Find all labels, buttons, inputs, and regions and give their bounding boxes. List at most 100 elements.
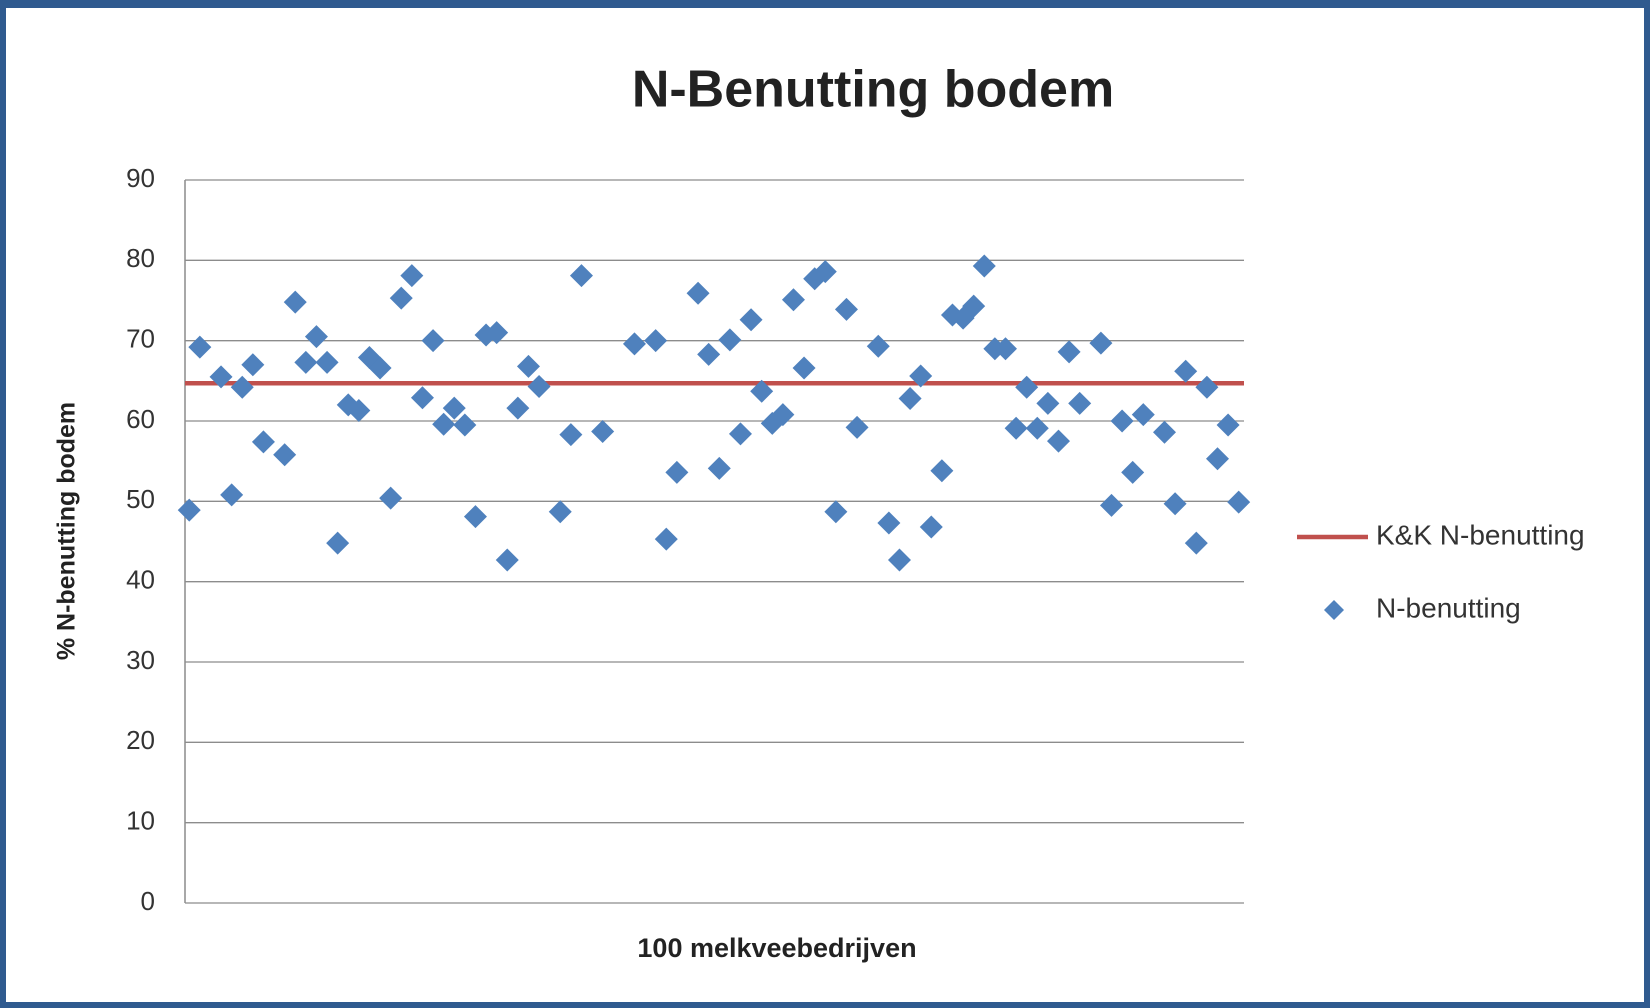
scatter-point [622, 332, 646, 356]
scatter-point [718, 328, 742, 352]
scatter-point [750, 379, 774, 403]
chart-title: N-Benutting bodem [632, 61, 1114, 119]
legend-label: K&K N-benutting [1376, 519, 1585, 550]
scatter-point [1131, 403, 1155, 427]
scatter-point [866, 334, 890, 358]
scatter-point [1057, 340, 1081, 364]
scatter-point [230, 375, 254, 399]
scatter-point [251, 430, 275, 454]
scatter-point [654, 527, 678, 551]
scatter-point [559, 423, 583, 447]
scatter-point [315, 350, 339, 374]
scatter-point [1004, 416, 1028, 440]
scatter-point [591, 419, 615, 443]
scatter-point [453, 413, 477, 437]
scatter-point [1205, 447, 1229, 471]
scatter-point [209, 365, 233, 389]
scatter-point [792, 356, 816, 380]
scatter-point [188, 335, 212, 359]
scatter-point [1163, 492, 1187, 516]
y-tick-label: 20 [126, 725, 155, 755]
y-tick-label: 50 [126, 484, 155, 514]
scatter-point [686, 281, 710, 305]
scatter-point [771, 403, 795, 427]
scatter-point [516, 354, 540, 378]
scatter-point [283, 290, 307, 314]
y-tick-label: 70 [126, 324, 155, 354]
scatter-point [442, 396, 466, 420]
scatter-point [909, 364, 933, 388]
scatter-point [728, 422, 752, 446]
scatter-point [527, 374, 551, 398]
scatter-point [400, 264, 424, 288]
scatter-point [993, 337, 1017, 361]
scatter-point [294, 350, 318, 374]
scatter-point [220, 483, 244, 507]
scatter-point [304, 325, 328, 349]
scatter-point [919, 515, 943, 539]
legend-label: N-benutting [1376, 592, 1521, 623]
y-tick-label: 0 [141, 886, 155, 916]
scatter-point [1174, 359, 1198, 383]
scatter-point [368, 356, 392, 380]
scatter-point [1068, 391, 1092, 415]
scatter-point [739, 308, 763, 332]
scatter-point [813, 260, 837, 284]
scatter-point [1216, 413, 1240, 437]
scatter-point [506, 396, 530, 420]
scatter-point [177, 498, 201, 522]
scatter-point [347, 399, 371, 423]
scatter-point [1036, 391, 1060, 415]
scatter-point [241, 353, 265, 377]
scatter-point [845, 415, 869, 439]
scatter-point [644, 329, 668, 353]
scatter-point [485, 321, 509, 345]
scatter-point [421, 329, 445, 353]
scatter-point [665, 460, 689, 484]
y-tick-label: 80 [126, 243, 155, 273]
scatter-point [379, 486, 403, 510]
y-tick-label: 60 [126, 404, 155, 434]
scatter-point [1184, 531, 1208, 555]
scatter-point [1195, 375, 1219, 399]
y-tick-label: 40 [126, 565, 155, 595]
scatter-point [1015, 375, 1039, 399]
scatter-point [1025, 416, 1049, 440]
scatter-point [898, 387, 922, 411]
legend-marker [1324, 600, 1344, 620]
scatter-point [962, 294, 986, 318]
scatter-point [781, 288, 805, 312]
scatter-point [1099, 493, 1123, 517]
scatter-point [1089, 331, 1113, 355]
scatter-point [887, 548, 911, 572]
scatter-point [410, 386, 434, 410]
y-tick-label: 90 [126, 163, 155, 193]
scatter-point [569, 264, 593, 288]
scatter-point [697, 342, 721, 366]
scatter-point [707, 456, 731, 480]
scatter-point [972, 254, 996, 278]
scatter-point [1121, 460, 1145, 484]
scatter-point [877, 511, 901, 535]
y-tick-label: 30 [126, 645, 155, 675]
scatter-point [389, 286, 413, 310]
scatter-point [1046, 429, 1070, 453]
scatter-point [834, 297, 858, 321]
scatter-point [1227, 490, 1251, 514]
y-tick-label: 10 [126, 806, 155, 836]
scatter-point [930, 459, 954, 483]
scatter-point [1152, 420, 1176, 444]
scatter-point [326, 531, 350, 555]
scatter-point [463, 505, 487, 529]
scatter-point [273, 443, 297, 467]
scatter-point [495, 548, 519, 572]
scatter-point [548, 500, 572, 524]
scatter-point [432, 412, 456, 436]
scatter-point [1110, 409, 1134, 433]
y-axis-label: % N-benutting bodem [53, 402, 81, 660]
scatter-point [824, 500, 848, 524]
x-axis-label: 100 melkveebedrijven [637, 933, 916, 963]
